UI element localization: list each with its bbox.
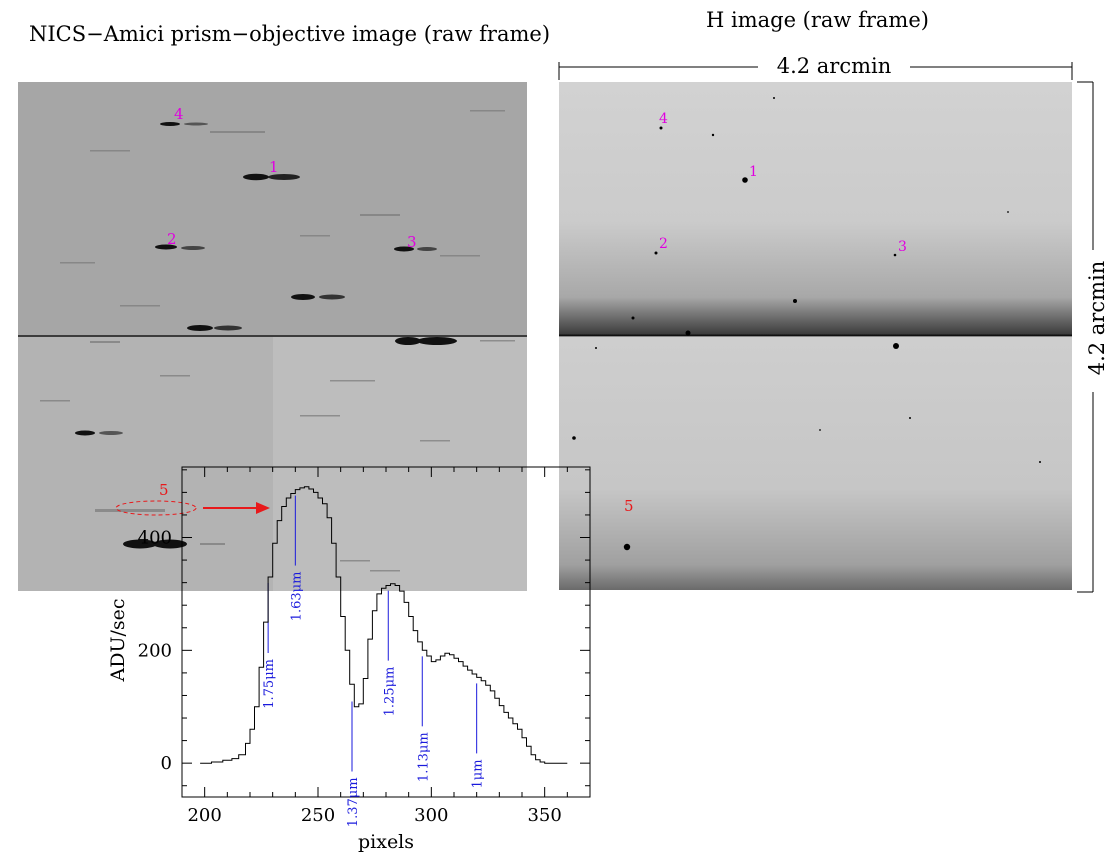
h-image-top-panel	[559, 82, 1072, 335]
bright-spectra	[75, 122, 457, 549]
wavelength-label: 1.63μm	[289, 572, 304, 622]
wavelength-label: 1μm	[471, 759, 486, 788]
x-tick-label: 350	[527, 805, 561, 826]
spectrum-4	[160, 122, 180, 126]
h-image-bottom-panel	[559, 337, 1072, 590]
side-scale-bar	[1077, 81, 1094, 593]
h-label-2: 2	[659, 236, 668, 252]
h-band-image: 4 1 2 3 5	[559, 82, 1072, 590]
object-5-arrow-head	[256, 502, 270, 514]
prism-label-4: 4	[174, 105, 184, 123]
left-image-title: NICS−Amici prism−objective image (raw fr…	[29, 22, 551, 46]
x-tick-label: 300	[414, 805, 448, 826]
wavelength-label: 1.75μm	[262, 659, 277, 709]
spectrum-1	[243, 173, 269, 181]
h-label-3: 3	[898, 239, 907, 255]
prism-objective-image: 4 1 2 3 5	[18, 82, 527, 591]
prism-label-5: 5	[159, 481, 169, 499]
h-label-1: 1	[749, 164, 758, 180]
prism-label-1: 1	[269, 158, 279, 176]
wavelength-label: 1.13μm	[416, 732, 431, 782]
y-tick-label: 200	[138, 640, 172, 661]
object-5-highlight	[115, 500, 197, 516]
h-image-stars	[572, 97, 1041, 551]
h-label-5: 5	[624, 497, 634, 515]
top-scale-label: 4.2 arcmin	[777, 54, 892, 78]
y-tick-label: 400	[138, 528, 172, 549]
x-tick-label: 200	[187, 805, 221, 826]
y-tick-label: 0	[161, 753, 172, 774]
right-image-title: H image (raw frame)	[706, 8, 929, 32]
spectrum-2	[155, 244, 177, 250]
side-scale-label: 4.2 arcmin	[1085, 261, 1109, 376]
prism-image-bottom-left-panel	[18, 336, 273, 591]
h-label-4: 4	[659, 111, 668, 127]
top-scale-bar	[558, 62, 1073, 80]
y-axis-label: ADU/sec	[107, 598, 129, 682]
spectrum-3	[394, 246, 414, 252]
x-axis-label: pixels	[358, 831, 414, 853]
prism-label-2: 2	[167, 230, 177, 248]
faint-spectra	[40, 110, 515, 572]
wavelength-label: 1.25μm	[382, 667, 397, 717]
prism-image-top-panel	[18, 82, 527, 336]
wavelength-label: 1.37μm	[346, 777, 361, 827]
prism-image-bottom-right-panel	[273, 336, 527, 591]
prism-label-3: 3	[407, 233, 417, 251]
x-tick-label: 250	[301, 805, 335, 826]
spectrum-chart: 200 250 300 350 0 200 400 1.75μm 1.63μm 1.37μm 1.…	[107, 466, 591, 853]
spectrum-line	[200, 486, 568, 764]
